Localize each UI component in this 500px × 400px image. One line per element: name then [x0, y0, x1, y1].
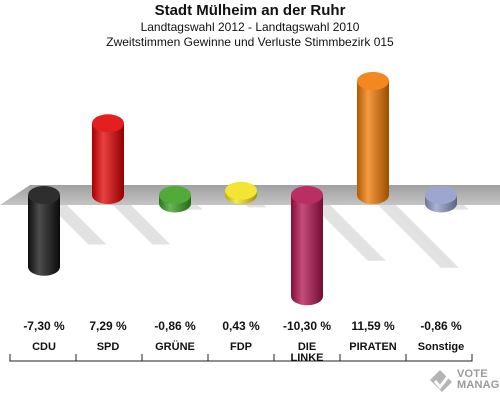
bar-cap-cdu	[28, 186, 60, 204]
category-label-fdp: FDP	[230, 341, 252, 353]
value-label-sonstige: -0,86 %	[420, 319, 462, 333]
bar-shadow-die-linke	[312, 205, 386, 261]
category-bracket-piraten	[339, 354, 407, 362]
category-label-piraten: PIRATEN	[349, 341, 397, 353]
bar-cap-spd	[92, 114, 124, 133]
bar-shadow-spd	[113, 205, 171, 245]
bar-die-linke	[291, 186, 323, 306]
category-bracket-spd	[75, 354, 143, 362]
chart-title: Stadt Mülheim an der Ruhr	[154, 2, 346, 19]
value-label-gr-ne: -0,86 %	[154, 319, 196, 333]
bar-spd	[92, 114, 124, 204]
bar-layer	[28, 72, 457, 306]
chart-header: Stadt Mülheim an der Ruhr Landtagswahl 2…	[0, 2, 500, 50]
bar-body-die-linke	[291, 195, 323, 306]
bar-cap-fdp	[225, 181, 257, 200]
value-label-piraten: 11,59 %	[351, 319, 395, 333]
logo-line-2: MANAGER	[457, 379, 500, 391]
bar-fdp	[225, 181, 257, 204]
bar-cap-gr-ne	[159, 186, 191, 204]
category-label-cdu: CDU	[32, 341, 56, 353]
bar-cap-sonstige	[425, 186, 457, 204]
bar-sonstige	[425, 186, 457, 213]
bar-shadow-piraten	[378, 205, 459, 268]
label-layer: -7,30 % CDU 7,29 % SPD -0,86 % GRÜNE 0,43 % FDP…	[9, 319, 473, 364]
chart-subtitle-1: Landtagswahl 2012 - Landtagswahl 2010	[140, 20, 360, 34]
bar-gr-ne	[159, 186, 191, 213]
bar-shadow-fdp	[246, 205, 267, 208]
bar-shadow-cdu	[49, 205, 107, 245]
bar-cap-die-linke	[291, 186, 323, 204]
vote-manager-logo: VOTE MANAGER	[428, 366, 500, 396]
category-label-gr-ne: GRÜNE	[155, 340, 195, 353]
category-bracket-cdu	[9, 354, 77, 362]
bar-cap-piraten	[357, 72, 389, 90]
category-bracket-fdp	[207, 354, 275, 362]
logo-line-1: VOTE	[457, 368, 488, 380]
value-label-die-linke: -10,30 %	[283, 319, 331, 333]
category-label-die-linke: DIE LINKE	[291, 341, 324, 364]
bar-cdu	[28, 186, 60, 276]
bar-body-piraten	[357, 81, 389, 204]
value-label-fdp: 0,43 %	[222, 319, 260, 333]
value-label-cdu: -7,30 %	[23, 319, 65, 333]
ballot-check-icon	[430, 370, 452, 392]
category-label-spd: SPD	[97, 341, 120, 353]
shadow-layer	[49, 205, 469, 268]
category-label-sonstige: Sonstige	[418, 341, 464, 353]
bar-piraten	[357, 72, 389, 204]
bar-body-cdu	[28, 195, 60, 276]
category-bracket-gr-ne	[141, 354, 209, 362]
bar-body-spd	[92, 123, 124, 204]
category-bracket-sonstige	[405, 354, 473, 362]
chart-subtitle-2: Zweitstimmen Gewinne und Verluste Stimmb…	[106, 35, 394, 49]
value-label-spd: 7,29 %	[89, 319, 127, 333]
